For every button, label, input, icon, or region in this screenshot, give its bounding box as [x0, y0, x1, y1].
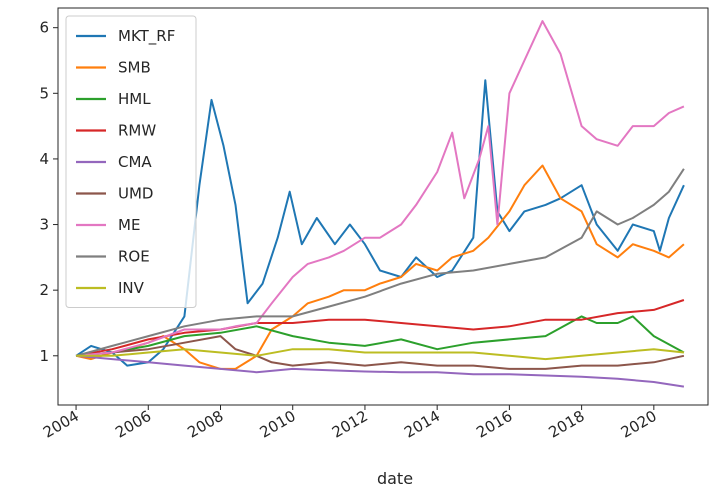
x-tick-label: 2012	[329, 407, 371, 442]
legend-label: SMB	[118, 59, 151, 77]
x-tick-label: 2016	[473, 407, 515, 442]
x-tick-label: 2004	[40, 407, 82, 442]
x-tick-label: 2018	[546, 407, 588, 442]
x-axis: 2004 2006 2008 2010 2012 2014 2016 2018 2020	[40, 405, 660, 442]
x-tick-label: 2010	[257, 407, 299, 442]
legend-box	[65, 15, 197, 308]
legend-label: HML	[118, 90, 151, 108]
legend: MKT_RF SMB HML RMW CMA UMD ME ROE INV	[65, 15, 197, 308]
axes-frame	[57, 7, 709, 406]
y-tick-label: 4	[39, 150, 49, 168]
series-line-inv	[76, 348, 685, 361]
legend-label: ME	[118, 216, 140, 234]
y-tick-label: 5	[39, 84, 49, 102]
legend-label: ROE	[118, 248, 150, 266]
y-tick-label: 6	[39, 19, 49, 37]
y-axis: 1 2 3 4 5 6	[39, 19, 58, 365]
plot-area	[75, 20, 685, 388]
legend-label: MKT_RF	[118, 27, 175, 46]
x-tick-label: 2008	[184, 407, 226, 442]
series-line-hml	[76, 315, 685, 357]
series-line-umd	[76, 335, 685, 370]
x-axis-label: date	[377, 469, 413, 488]
series-line-me	[76, 20, 685, 357]
series-line-rmw	[75, 299, 685, 357]
legend-label: INV	[118, 279, 145, 297]
legend-label: UMD	[118, 185, 153, 203]
series-line-cma	[76, 354, 685, 388]
y-tick-label: 2	[39, 281, 49, 299]
x-tick-label: 2006	[112, 407, 154, 442]
legend-label: CMA	[118, 153, 152, 171]
y-tick-label: 1	[39, 347, 49, 365]
x-tick-label: 2020	[618, 407, 660, 442]
x-tick-label: 2014	[401, 407, 443, 442]
series-line-roe	[75, 168, 685, 357]
y-tick-label: 3	[39, 216, 49, 234]
legend-label: RMW	[118, 122, 156, 140]
